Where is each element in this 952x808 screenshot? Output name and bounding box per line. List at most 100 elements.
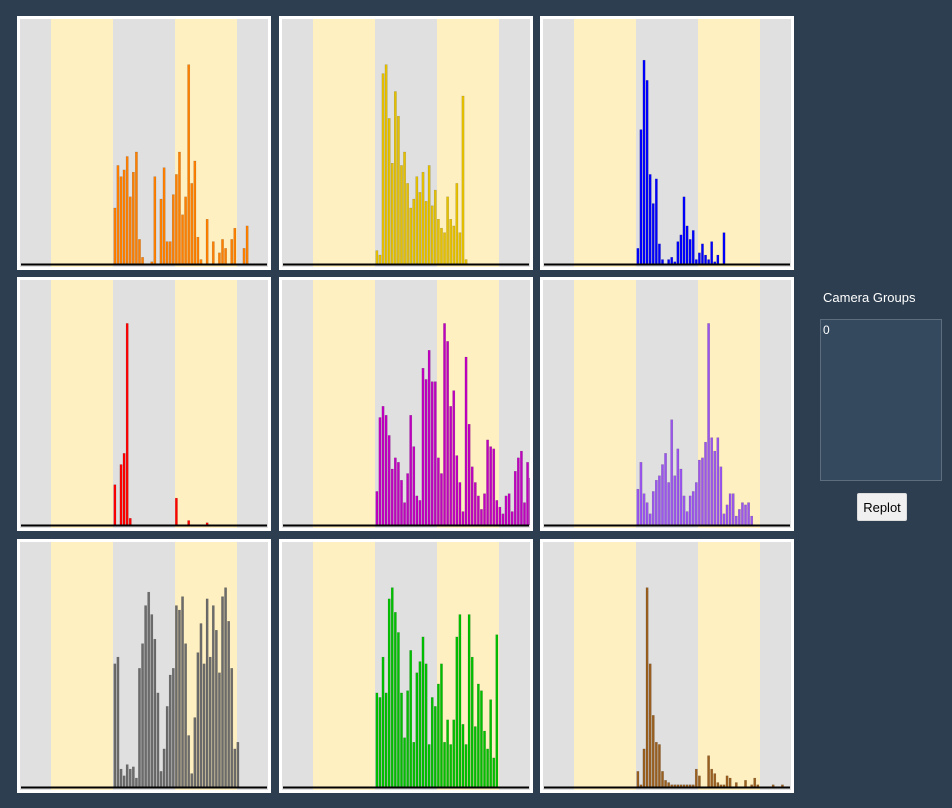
histogram-bar bbox=[738, 509, 741, 526]
histogram-panel bbox=[540, 277, 794, 531]
histogram-bar bbox=[218, 252, 221, 265]
histogram-bar bbox=[430, 697, 434, 788]
histogram-bar bbox=[685, 511, 689, 526]
histogram-bar bbox=[125, 764, 129, 788]
histogram-bar bbox=[455, 183, 459, 265]
histogram-bar bbox=[658, 475, 661, 526]
histogram-bar bbox=[480, 690, 483, 788]
histogram-bar bbox=[138, 239, 141, 265]
histogram-bar bbox=[526, 462, 529, 526]
histogram-bar bbox=[513, 471, 517, 526]
histogram-plot bbox=[282, 542, 530, 790]
histogram-bar bbox=[387, 435, 391, 526]
histogram-bar bbox=[654, 479, 658, 526]
histogram-bar bbox=[507, 493, 511, 526]
background-band bbox=[282, 542, 314, 790]
histogram-bar bbox=[397, 462, 400, 526]
histogram-bar bbox=[190, 773, 194, 788]
histogram-plot bbox=[20, 280, 268, 528]
histogram-bar bbox=[707, 755, 710, 788]
histogram-bar bbox=[467, 423, 471, 526]
histogram-bar bbox=[119, 464, 123, 526]
histogram-bar bbox=[642, 748, 646, 788]
histogram-bar bbox=[403, 737, 406, 788]
histogram-bar bbox=[236, 741, 240, 788]
histogram-bar bbox=[128, 768, 132, 788]
histogram-bar bbox=[168, 674, 172, 788]
histogram-bar bbox=[412, 741, 416, 788]
histogram-bar bbox=[483, 493, 486, 526]
histogram-bar bbox=[168, 241, 172, 265]
histogram-bar bbox=[421, 636, 425, 788]
histogram-bar bbox=[682, 495, 686, 526]
histogram-bar bbox=[648, 513, 652, 526]
histogram-bar bbox=[375, 692, 379, 788]
histogram-bar bbox=[658, 243, 661, 265]
histogram-bar bbox=[424, 663, 428, 788]
histogram-bar bbox=[113, 484, 117, 526]
histogram-bar bbox=[449, 744, 453, 788]
histogram-bar bbox=[406, 690, 409, 788]
histogram-bar bbox=[430, 381, 434, 526]
histogram-bar bbox=[461, 511, 465, 526]
background-band bbox=[499, 542, 530, 790]
histogram-bar bbox=[393, 457, 397, 526]
histogram-bar bbox=[153, 638, 157, 788]
histogram-bar bbox=[458, 614, 462, 788]
background-band bbox=[543, 280, 575, 528]
histogram-bar bbox=[654, 178, 658, 265]
histogram-bar bbox=[685, 225, 689, 265]
histogram-bar bbox=[162, 748, 166, 788]
histogram-bar bbox=[233, 227, 237, 265]
histogram-bar bbox=[193, 160, 197, 265]
histogram-bar bbox=[233, 748, 237, 788]
histogram-bar bbox=[193, 717, 197, 788]
camera-groups-list[interactable]: 0 bbox=[820, 319, 942, 481]
histogram-bar bbox=[159, 771, 163, 788]
histogram-bar bbox=[728, 777, 732, 788]
histogram-bar bbox=[698, 252, 701, 265]
histogram-bar bbox=[437, 218, 440, 265]
histogram-bar bbox=[196, 652, 200, 788]
histogram-bar bbox=[645, 502, 649, 526]
background-band bbox=[543, 542, 575, 790]
histogram-bar bbox=[245, 225, 249, 265]
histogram-bar bbox=[747, 502, 750, 526]
histogram-bar bbox=[516, 457, 520, 526]
histogram-bar bbox=[190, 183, 194, 265]
histogram-bar bbox=[446, 196, 449, 265]
histogram-bar bbox=[433, 706, 437, 788]
histogram-bar bbox=[138, 668, 141, 788]
histogram-bar bbox=[406, 473, 409, 526]
histogram-bar bbox=[651, 491, 655, 526]
histogram-bar bbox=[492, 448, 496, 526]
histogram-bar bbox=[734, 515, 738, 526]
histogram-bar bbox=[224, 248, 227, 265]
histogram-bar bbox=[113, 207, 117, 265]
camera-group-option[interactable]: 0 bbox=[823, 323, 830, 337]
histogram-panel bbox=[279, 539, 533, 793]
histogram-bar bbox=[400, 165, 403, 265]
camera-groups-title: Camera Groups bbox=[823, 290, 916, 305]
histogram-bar bbox=[187, 64, 191, 265]
background-band bbox=[282, 19, 314, 267]
replot-button[interactable]: Replot bbox=[857, 493, 907, 521]
histogram-bar bbox=[452, 225, 456, 265]
histogram-bar bbox=[446, 341, 449, 526]
histogram-bar bbox=[710, 241, 714, 265]
histogram-bar bbox=[473, 726, 477, 788]
histogram-bar bbox=[673, 475, 677, 526]
histogram-bar bbox=[390, 468, 394, 526]
histogram-bar bbox=[196, 236, 200, 265]
histogram-panel bbox=[17, 16, 271, 270]
histogram-bar bbox=[415, 495, 419, 526]
histogram-bar bbox=[393, 91, 397, 265]
histogram-bar bbox=[707, 259, 710, 265]
histogram-bar bbox=[443, 323, 446, 526]
histogram-bar bbox=[731, 493, 735, 526]
histogram-bar bbox=[156, 692, 160, 788]
histogram-bar bbox=[427, 165, 431, 265]
histogram-panel bbox=[540, 16, 794, 270]
histogram-bar bbox=[694, 259, 698, 265]
histogram-bar bbox=[375, 250, 379, 265]
